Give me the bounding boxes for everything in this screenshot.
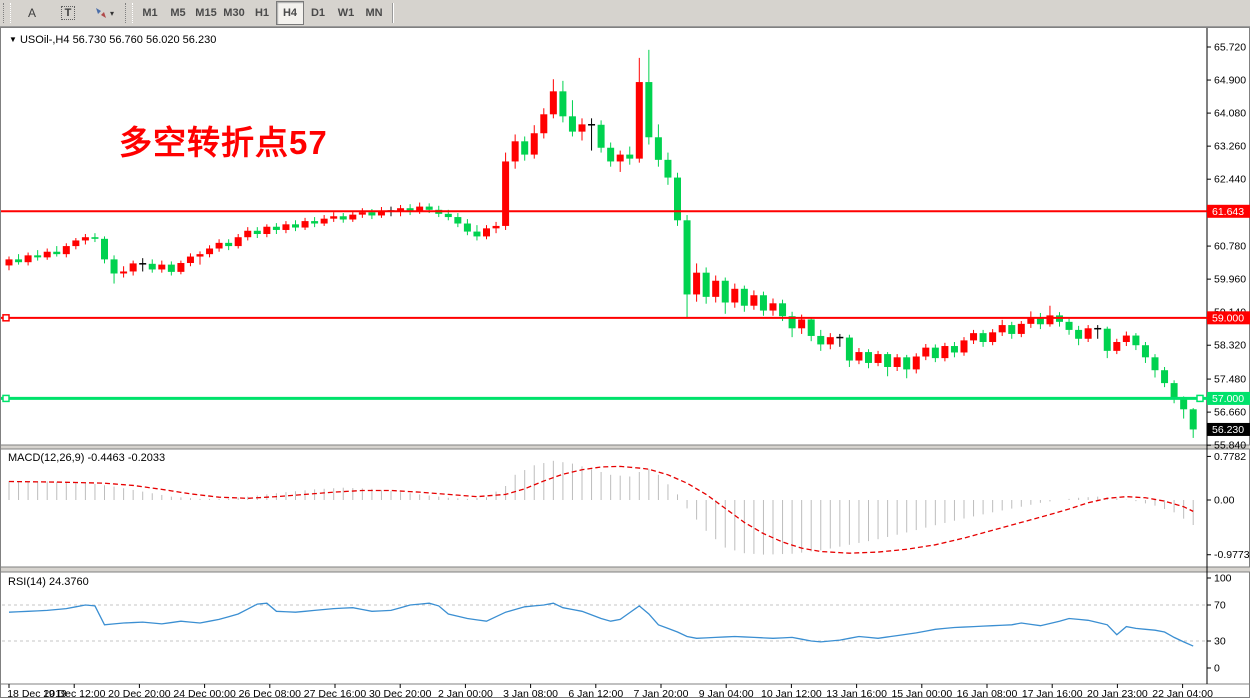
text-label-tool-button[interactable]: A [27, 6, 36, 20]
symbol-timeframe-label: USOil-,H4 [19, 34, 70, 46]
svg-text:15 Jan 00:00: 15 Jan 00:00 [891, 688, 952, 698]
timeframe-button-w1[interactable]: W1 [337, 7, 355, 19]
svg-text:20 Dec 20:00: 20 Dec 20:00 [108, 688, 171, 698]
candlestick-series [5, 49, 1197, 438]
panel-splitter-macd[interactable] [1, 445, 1250, 449]
price-tags: 61.643 59.000 57.000 56.230 [1207, 204, 1250, 436]
svg-text:57.000: 57.000 [1212, 393, 1244, 405]
chart-text-annotation[interactable]: 多空转折点57 [119, 124, 328, 161]
svg-text:55.840: 55.840 [1214, 440, 1246, 452]
svg-text:16 Jan 08:00: 16 Jan 08:00 [957, 688, 1018, 698]
panel-splitter-rsi[interactable] [1, 567, 1250, 572]
svg-text:65.720: 65.720 [1214, 42, 1246, 54]
svg-text:59.000: 59.000 [1212, 312, 1244, 324]
svg-text:100: 100 [1214, 573, 1232, 585]
chart-canvas[interactable]: 65.72064.90064.08063.26062.44061.62060.7… [1, 28, 1250, 698]
price-axis: 65.72064.90064.08063.26062.44061.62060.7… [1207, 42, 1246, 452]
timeframe-button-h1[interactable]: H1 [254, 7, 270, 19]
toolbar-separator [392, 3, 393, 23]
svg-text:9 Jan 04:00: 9 Jan 04:00 [699, 688, 754, 698]
svg-text:59.960: 59.960 [1214, 274, 1246, 286]
rsi-axis: 100 70 30 0 [1207, 573, 1232, 675]
svg-text:0.7782: 0.7782 [1214, 451, 1246, 463]
svg-text:26 Dec 08:00: 26 Dec 08:00 [239, 688, 302, 698]
text-marquee-icon: T [60, 6, 76, 20]
horizontal-line-59[interactable] [1, 314, 1207, 322]
timeframe-button-mn[interactable]: MN [365, 7, 383, 19]
ohlc-readout: 56.730 56.760 56.020 56.230 [72, 34, 217, 46]
svg-text:24 Dec 00:00: 24 Dec 00:00 [173, 688, 236, 698]
svg-text:19 Dec 12:00: 19 Dec 12:00 [43, 688, 106, 698]
svg-text:3 Jan 08:00: 3 Jan 08:00 [503, 688, 558, 698]
svg-text:64.900: 64.900 [1214, 75, 1246, 87]
timeframe-button-group: M1 M5 M15 M30 H1 H4 D1 W1 MN [136, 1, 388, 25]
svg-text:17 Jan 16:00: 17 Jan 16:00 [1022, 688, 1083, 698]
svg-text:60.780: 60.780 [1214, 241, 1246, 253]
svg-text:-0.9773: -0.9773 [1214, 549, 1250, 561]
timeframe-button-m1[interactable]: M1 [142, 7, 158, 19]
svg-text:22 Jan 04:00: 22 Jan 04:00 [1152, 688, 1213, 698]
svg-text:27 Dec 16:00: 27 Dec 16:00 [304, 688, 367, 698]
svg-text:56.230: 56.230 [1212, 424, 1244, 436]
svg-text:56.660: 56.660 [1214, 407, 1246, 419]
svg-text:0.00: 0.00 [1214, 495, 1235, 507]
rsi-label: RSI(14) 24.3760 [8, 576, 89, 588]
timeframe-button-h4[interactable]: H4 [276, 1, 304, 25]
timeframe-button-m5[interactable]: M5 [170, 7, 186, 19]
drawing-timeframe-toolbar: A T ▾ M1 M5 M15 M30 H1 H4 D1 W1 MN [0, 0, 1250, 27]
macd-signal-line [8, 465, 1194, 554]
horizontal-line-57[interactable] [1, 394, 1207, 403]
symbol-header: ▼ USOil-,H4 56.730 56.760 56.020 56.230 [9, 34, 216, 46]
macd-histogram [8, 460, 1194, 555]
timeframe-button-d1[interactable]: D1 [310, 7, 326, 19]
svg-text:64.080: 64.080 [1214, 108, 1246, 120]
chart-window: ▼ USOil-,H4 56.730 56.760 56.020 56.230 … [0, 27, 1250, 698]
timeframe-button-m30[interactable]: M30 [223, 7, 245, 19]
text-tool-button[interactable]: T [51, 1, 85, 25]
svg-text:6 Jan 12:00: 6 Jan 12:00 [568, 688, 623, 698]
svg-text:20 Jan 23:00: 20 Jan 23:00 [1087, 688, 1148, 698]
svg-text:0: 0 [1214, 663, 1220, 675]
svg-text:62.440: 62.440 [1214, 174, 1246, 186]
timeframe-button-m15[interactable]: M15 [195, 7, 217, 19]
svg-text:63.260: 63.260 [1214, 141, 1246, 153]
svg-text:18 Dec 2019: 18 Dec 2019 [7, 688, 67, 698]
toolbar-grip[interactable] [3, 3, 11, 23]
svg-text:13 Jan 16:00: 13 Jan 16:00 [826, 688, 887, 698]
macd-label: MACD(12,26,9) -0.4463 -0.2033 [8, 452, 166, 464]
svg-text:58.320: 58.320 [1214, 340, 1246, 352]
toolbar-grip[interactable] [125, 3, 133, 23]
symbol-dropdown-icon[interactable]: ▼ [9, 35, 17, 44]
svg-text:61.643: 61.643 [1212, 206, 1244, 218]
svg-text:2 Jan 00:00: 2 Jan 00:00 [438, 688, 493, 698]
rsi-line [8, 602, 1194, 647]
svg-text:30: 30 [1214, 636, 1226, 648]
svg-text:30 Dec 20:00: 30 Dec 20:00 [369, 688, 432, 698]
svg-text:57.480: 57.480 [1214, 374, 1246, 386]
svg-text:70: 70 [1214, 600, 1226, 612]
chevron-down-icon: ▾ [109, 8, 114, 18]
arrows-tool-button[interactable]: ▾ [87, 1, 121, 25]
svg-text:7 Jan 20:00: 7 Jan 20:00 [634, 688, 689, 698]
arrows-icon [95, 8, 106, 18]
macd-axis: 0.7782 0.00 -0.9773 [1207, 451, 1250, 561]
svg-text:10 Jan 12:00: 10 Jan 12:00 [761, 688, 822, 698]
